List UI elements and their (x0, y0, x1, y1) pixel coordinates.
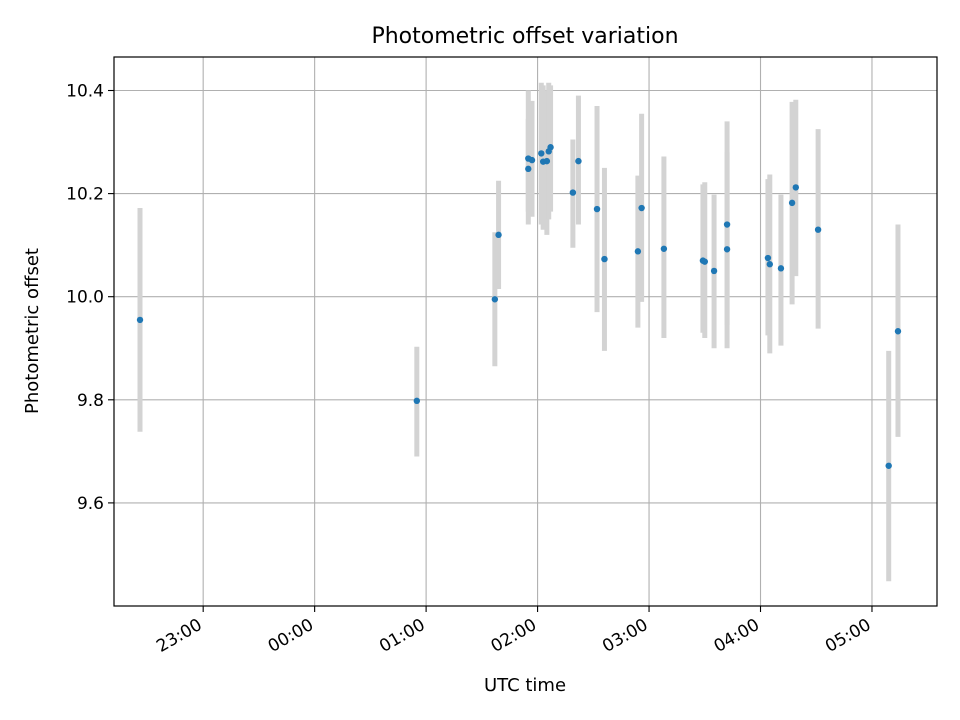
data-point (525, 165, 532, 173)
data-points (136, 144, 902, 469)
data-point (495, 231, 502, 239)
data-point (543, 157, 551, 165)
data-point (491, 296, 499, 303)
y-tick-label: 10.4 (66, 82, 104, 102)
chart-title: Photometric offset variation (371, 24, 678, 49)
y-tick-label: 9.8 (77, 391, 104, 411)
data-point (792, 184, 800, 191)
y-tick-label: 10.0 (66, 288, 104, 308)
x-axis-title: UTC time (484, 675, 566, 696)
data-point (660, 245, 668, 252)
data-point (766, 261, 773, 268)
data-point (538, 150, 545, 157)
data-point (814, 226, 822, 233)
data-point (885, 462, 892, 469)
data-point (710, 267, 718, 275)
data-point (569, 189, 577, 196)
data-point (764, 254, 772, 262)
grid (114, 57, 937, 606)
y-tick-label: 10.2 (66, 185, 104, 205)
data-point (634, 248, 642, 255)
data-point (788, 199, 796, 207)
y-tick-label: 9.6 (77, 494, 104, 514)
data-point (575, 157, 582, 165)
data-point (547, 144, 554, 151)
data-point (701, 258, 708, 265)
data-point (777, 265, 785, 272)
data-point (528, 156, 536, 164)
y-axis-title: Photometric offset (22, 248, 43, 414)
data-point (601, 255, 608, 263)
data-point (593, 205, 601, 213)
data-point (723, 221, 731, 228)
data-point (136, 316, 144, 324)
y-axis-ticks: 9.6 9.8 10.0 10.2 10.4 (66, 82, 114, 514)
data-point (413, 397, 421, 405)
plot-area-frame (113, 56, 938, 607)
data-point (723, 246, 731, 253)
data-point (638, 204, 645, 212)
data-point (894, 328, 902, 335)
